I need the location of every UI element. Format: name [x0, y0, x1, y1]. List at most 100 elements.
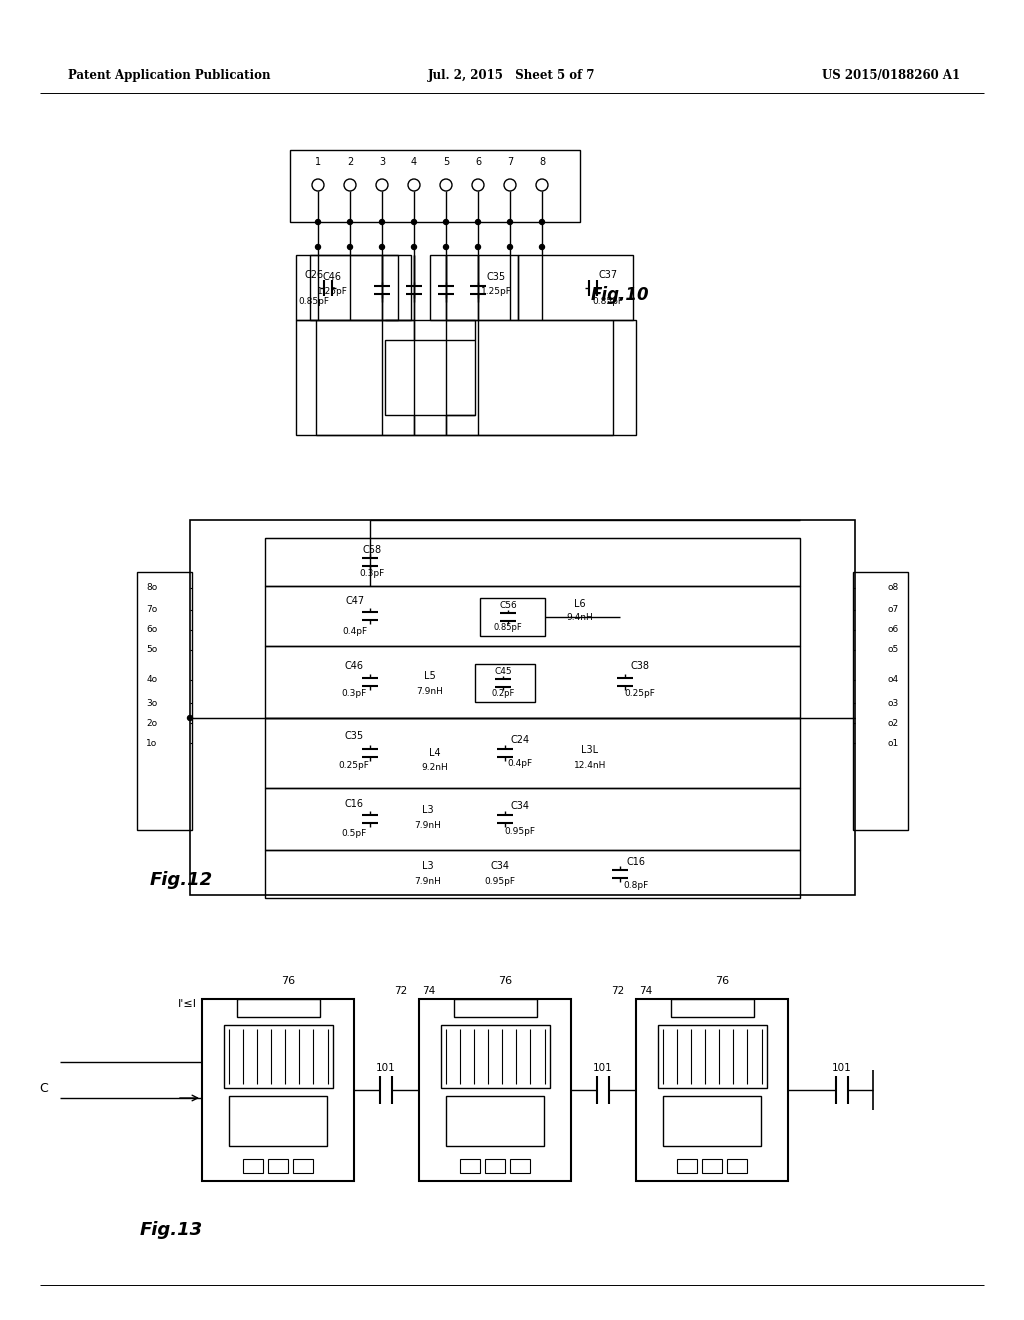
Text: 7.9nH: 7.9nH	[417, 688, 443, 697]
Circle shape	[475, 219, 480, 224]
Text: 7: 7	[507, 157, 513, 168]
Text: Fig.12: Fig.12	[150, 871, 213, 888]
Bar	[460, 1159, 480, 1173]
Circle shape	[347, 244, 352, 249]
Bar	[190, 520, 855, 895]
Text: 0.3pF: 0.3pF	[341, 689, 367, 698]
Text: C16: C16	[344, 799, 364, 809]
Text: 7.9nH: 7.9nH	[415, 878, 441, 887]
Bar	[636, 999, 788, 1181]
Text: 8o: 8o	[146, 583, 158, 593]
Circle shape	[540, 219, 545, 224]
Text: C35: C35	[344, 731, 364, 741]
Bar	[243, 1159, 263, 1173]
Circle shape	[508, 244, 512, 249]
Text: US 2015/0188260 A1: US 2015/0188260 A1	[822, 69, 961, 82]
Text: 0.4pF: 0.4pF	[508, 759, 532, 768]
Circle shape	[187, 715, 193, 721]
Bar	[518, 255, 633, 319]
Bar	[265, 850, 800, 898]
Circle shape	[443, 244, 449, 249]
Bar	[385, 341, 475, 414]
Text: 76: 76	[498, 975, 512, 986]
Bar	[202, 999, 354, 1181]
Bar	[265, 539, 800, 586]
Text: 6: 6	[475, 157, 481, 168]
Text: 5: 5	[442, 157, 450, 168]
Text: L6: L6	[574, 599, 586, 609]
Text: C37: C37	[598, 271, 617, 280]
Bar	[265, 645, 800, 718]
Circle shape	[380, 219, 384, 224]
Text: I'≤I: I'≤I	[178, 999, 197, 1008]
Text: 2: 2	[347, 157, 353, 168]
Text: C: C	[39, 1081, 48, 1094]
Circle shape	[315, 244, 321, 249]
Text: C34: C34	[490, 861, 510, 871]
Text: o2: o2	[888, 718, 899, 727]
Text: 0.2pF: 0.2pF	[492, 689, 515, 698]
Text: 3o: 3o	[146, 698, 158, 708]
Bar	[727, 1159, 746, 1173]
Bar	[480, 598, 545, 636]
Bar	[446, 1096, 544, 1146]
Text: 2o: 2o	[146, 718, 158, 727]
Text: 0.5pF: 0.5pF	[341, 829, 367, 838]
Text: 0.8pF: 0.8pF	[624, 882, 648, 891]
Text: L3L: L3L	[582, 744, 599, 755]
Bar	[293, 1159, 313, 1173]
Text: 1o: 1o	[146, 738, 158, 747]
Text: o4: o4	[888, 676, 899, 685]
Text: C24: C24	[510, 735, 529, 744]
Text: o1: o1	[888, 738, 899, 747]
Circle shape	[540, 244, 545, 249]
Circle shape	[380, 244, 384, 249]
Text: 0.25pF: 0.25pF	[625, 689, 655, 698]
Text: C16: C16	[627, 857, 645, 867]
Text: 7o: 7o	[146, 606, 158, 615]
Bar	[441, 1026, 550, 1088]
Text: 76: 76	[281, 975, 295, 986]
Text: 4o: 4o	[146, 676, 158, 685]
Text: 7.9nH: 7.9nH	[415, 821, 441, 830]
Bar	[485, 1159, 505, 1173]
Text: C45: C45	[495, 668, 512, 676]
Text: o7: o7	[888, 606, 899, 615]
Text: 3: 3	[379, 157, 385, 168]
Text: 101: 101	[833, 1063, 852, 1073]
Text: Patent Application Publication: Patent Application Publication	[68, 69, 270, 82]
Bar	[419, 999, 571, 1181]
Bar	[224, 1026, 333, 1088]
Text: Fig.10: Fig.10	[591, 286, 649, 304]
Text: 8: 8	[539, 157, 545, 168]
Bar	[296, 255, 411, 319]
Text: 0.4pF: 0.4pF	[342, 627, 368, 635]
Text: 0.85pF: 0.85pF	[299, 297, 330, 305]
Circle shape	[315, 219, 321, 224]
Text: 74: 74	[639, 986, 652, 997]
Text: C35: C35	[486, 272, 506, 282]
Text: 5o: 5o	[146, 645, 158, 655]
Text: Jul. 2, 2015   Sheet 5 of 7: Jul. 2, 2015 Sheet 5 of 7	[428, 69, 596, 82]
Circle shape	[508, 219, 512, 224]
Bar	[137, 572, 193, 830]
Bar	[296, 319, 636, 436]
Circle shape	[443, 219, 449, 224]
Circle shape	[475, 244, 480, 249]
Text: C34: C34	[511, 801, 529, 810]
Text: o6: o6	[888, 626, 899, 635]
Text: C46: C46	[344, 661, 364, 671]
Text: 1.25pF: 1.25pF	[316, 286, 347, 296]
Bar	[677, 1159, 697, 1173]
Text: 4: 4	[411, 157, 417, 168]
Text: 101: 101	[593, 1063, 613, 1073]
Text: Fig.13: Fig.13	[140, 1221, 203, 1239]
Circle shape	[347, 219, 352, 224]
Text: 76: 76	[715, 975, 729, 986]
Text: L3: L3	[422, 805, 434, 814]
Text: 72: 72	[611, 986, 625, 997]
Bar	[310, 255, 398, 319]
Text: L3: L3	[422, 861, 434, 871]
Text: o3: o3	[888, 698, 899, 708]
Bar	[290, 150, 580, 222]
